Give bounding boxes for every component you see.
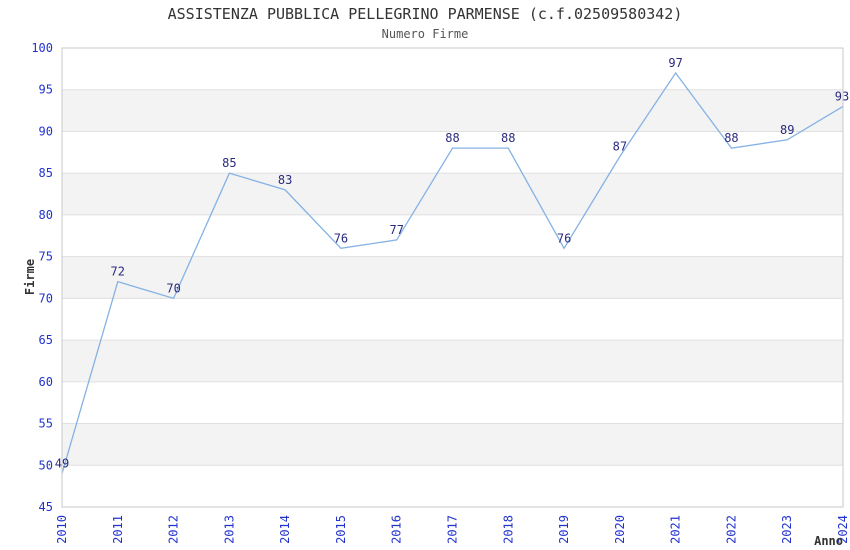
x-tick-label: 2017 xyxy=(446,515,460,544)
value-label: 70 xyxy=(166,281,180,295)
x-tick-label: 2019 xyxy=(557,515,571,544)
x-tick-label: 2024 xyxy=(836,515,850,544)
value-label: 89 xyxy=(780,123,794,137)
series-line xyxy=(61,71,844,474)
x-tick-label: 2013 xyxy=(222,515,236,544)
value-label: 76 xyxy=(334,231,348,245)
value-label: 88 xyxy=(501,131,515,145)
y-tick-label: 70 xyxy=(39,291,53,305)
y-grid-band xyxy=(62,423,843,466)
y-grid-band xyxy=(62,173,843,215)
x-tick-label: 2012 xyxy=(167,515,181,544)
value-label: 88 xyxy=(445,131,459,145)
value-label: 72 xyxy=(111,265,125,279)
x-tick-label: 2023 xyxy=(780,515,794,544)
value-label: 76 xyxy=(557,231,571,245)
value-label: 88 xyxy=(724,131,738,145)
x-axis-title: Anno xyxy=(814,534,843,548)
y-tick-label: 95 xyxy=(39,83,53,97)
x-tick-label: 2014 xyxy=(278,515,292,544)
x-tick-label: 2010 xyxy=(55,515,69,544)
y-grid-band xyxy=(62,89,843,132)
y-grid-band xyxy=(62,340,843,382)
y-tick-label: 55 xyxy=(39,417,53,431)
value-label: 85 xyxy=(222,156,236,170)
value-label: 93 xyxy=(835,89,849,103)
x-tick-label: 2016 xyxy=(390,515,404,544)
plot-border xyxy=(61,47,844,508)
x-tick-label: 2015 xyxy=(334,515,348,544)
x-tick-label: 2011 xyxy=(111,515,125,544)
chart-subtitle: Numero Firme xyxy=(381,27,469,41)
y-tick-label: 100 xyxy=(31,41,53,55)
y-tick-label: 80 xyxy=(39,208,53,222)
y-tick-label: 85 xyxy=(39,166,53,180)
y-tick-label: 75 xyxy=(39,250,53,264)
y-tick-label: 60 xyxy=(39,375,53,389)
value-label: 87 xyxy=(613,139,627,153)
chart-title: ASSISTENZA PUBBLICA PELLEGRINO PARMENSE … xyxy=(167,5,683,23)
y-tick-label: 50 xyxy=(39,458,53,472)
value-label: 77 xyxy=(389,223,403,237)
y-tick-label: 90 xyxy=(39,124,53,138)
y-grid-band xyxy=(62,256,843,299)
y-tick-label: 45 xyxy=(39,500,53,514)
value-label: 83 xyxy=(278,173,292,187)
value-label: 97 xyxy=(668,56,682,70)
x-tick-label: 2018 xyxy=(501,515,515,544)
y-tick-label: 65 xyxy=(39,333,53,347)
x-tick-label: 2020 xyxy=(613,515,627,544)
x-tick-label: 2021 xyxy=(669,515,683,544)
x-tick-label: 2022 xyxy=(724,515,738,544)
